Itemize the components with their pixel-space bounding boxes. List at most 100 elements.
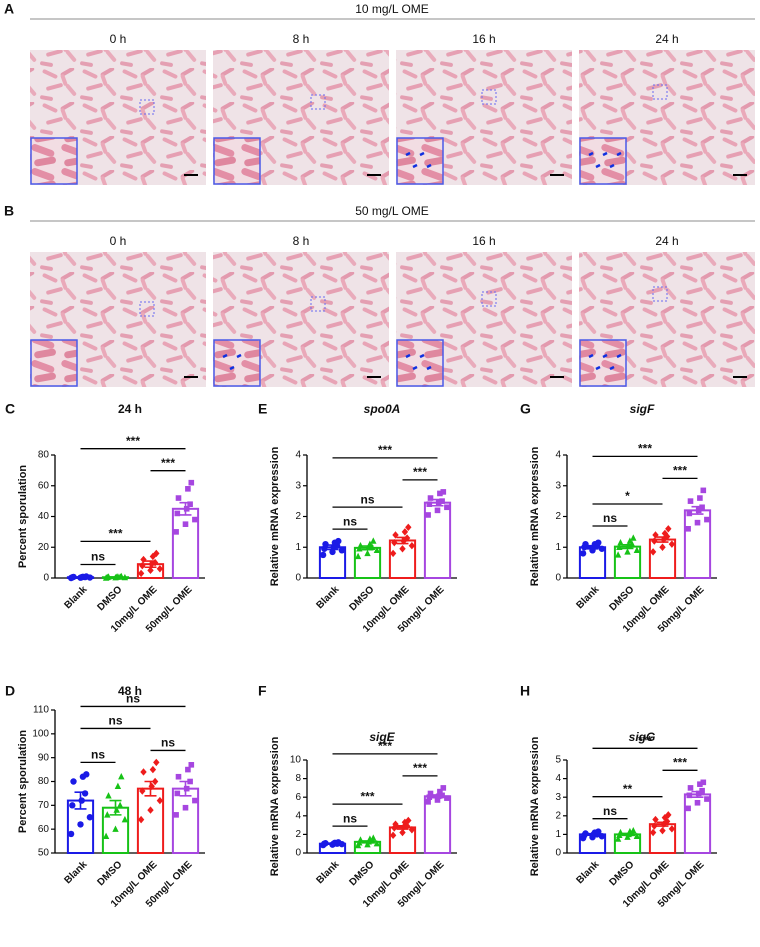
panel-letter: D	[5, 683, 15, 699]
data-point	[338, 547, 346, 554]
data-point	[427, 790, 434, 797]
spore-marker	[616, 151, 622, 157]
y-tick-label: 10	[290, 755, 302, 766]
data-point	[408, 826, 416, 834]
data-point	[183, 506, 190, 512]
data-point	[405, 816, 412, 825]
data-point	[400, 823, 407, 831]
significance-label: ***	[108, 527, 122, 541]
significance-label: ns	[126, 692, 140, 706]
panel-letter: B	[4, 203, 14, 219]
data-point	[175, 495, 182, 501]
data-point	[651, 537, 658, 545]
spore-marker	[595, 365, 601, 371]
y-tick-label: 0	[295, 573, 301, 584]
data-point	[86, 814, 94, 821]
y-tick-label: 6	[295, 792, 301, 803]
data-point	[364, 549, 371, 557]
data-point	[104, 811, 111, 818]
data-point	[630, 534, 637, 541]
y-tick-label: 50	[38, 848, 50, 859]
spore-marker	[609, 163, 615, 169]
panel-letter: F	[258, 683, 267, 699]
data-point	[67, 830, 75, 838]
data-point	[595, 539, 602, 546]
data-point	[425, 512, 431, 518]
data-point	[399, 545, 406, 553]
data-point	[335, 839, 342, 846]
data-point	[403, 822, 411, 830]
x-tick-label: Blank	[574, 859, 601, 886]
bar	[423, 795, 452, 855]
data-point	[704, 516, 710, 523]
significance-label: ns	[603, 804, 617, 818]
significance-label: ns	[343, 811, 357, 825]
data-point	[187, 778, 193, 785]
x-tick-label: DMSO	[95, 584, 124, 613]
y-tick-label: 1	[555, 829, 561, 840]
data-point	[617, 538, 624, 546]
time-label: 24 h	[655, 32, 678, 46]
time-label: 8 h	[293, 32, 310, 46]
time-label: 16 h	[472, 32, 495, 46]
data-point	[660, 820, 667, 828]
data-point	[399, 828, 406, 837]
data-point	[630, 826, 637, 834]
zoom-region	[481, 89, 497, 105]
y-tick-label: 4	[295, 810, 301, 821]
chart-title: sigG	[629, 730, 656, 744]
data-point	[624, 548, 631, 555]
data-point	[626, 537, 634, 544]
data-point	[617, 828, 624, 836]
significance-label: ns	[360, 492, 374, 506]
data-point	[357, 542, 364, 549]
data-point	[389, 831, 397, 840]
data-point	[81, 790, 89, 797]
data-point	[697, 781, 703, 787]
data-point	[370, 537, 377, 544]
x-tick-label: DMSO	[607, 859, 636, 888]
data-point	[156, 796, 164, 805]
significance-label: **	[623, 782, 633, 796]
data-point	[148, 782, 155, 790]
data-point	[137, 815, 145, 824]
spore-marker	[426, 365, 432, 371]
data-point	[614, 835, 622, 842]
data-point	[694, 519, 701, 526]
y-axis-label: Relative mRNA expression	[529, 446, 541, 586]
data-point	[156, 565, 164, 573]
data-point	[699, 787, 705, 794]
data-point	[685, 805, 691, 812]
panel-letter: C	[5, 401, 15, 417]
data-point	[649, 548, 657, 556]
chart-title: sigF	[630, 402, 655, 416]
data-point	[651, 822, 658, 830]
y-tick-label: 90	[38, 752, 50, 763]
data-point	[188, 479, 195, 486]
data-point	[426, 501, 433, 507]
data-point	[185, 766, 191, 773]
data-point	[69, 802, 76, 809]
panel-letter: A	[4, 1, 14, 17]
data-point	[579, 550, 587, 557]
significance-label: ***	[673, 755, 687, 769]
data-point	[173, 529, 179, 535]
data-point	[147, 566, 154, 575]
significance-label: ***	[413, 761, 427, 775]
data-point	[652, 815, 659, 824]
time-label: 8 h	[293, 234, 310, 248]
data-point	[139, 562, 146, 570]
chart-title: 48 h	[118, 684, 142, 698]
data-point	[598, 833, 606, 840]
data-point	[668, 825, 676, 833]
data-point	[182, 521, 189, 527]
x-tick-label: Blank	[314, 584, 341, 611]
data-point	[77, 821, 84, 828]
data-point	[582, 540, 589, 548]
significance-label: ***	[378, 443, 392, 457]
significance-label: ns	[91, 550, 105, 564]
data-point	[695, 507, 702, 514]
zoom-region	[139, 99, 155, 115]
data-point	[660, 535, 667, 544]
